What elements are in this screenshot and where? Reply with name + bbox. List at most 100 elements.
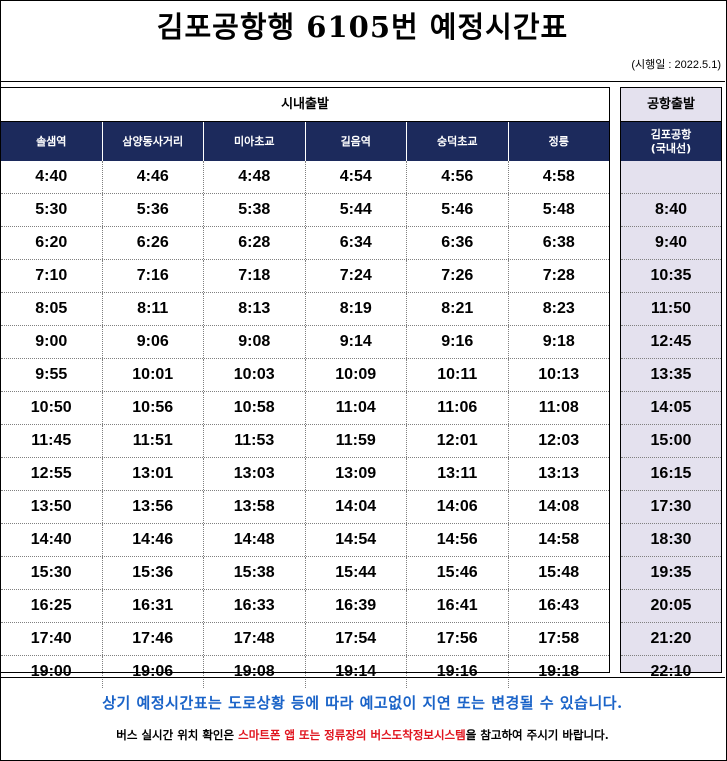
time-cell: 9:00 [1, 326, 103, 358]
table-row: 20:05 [621, 590, 721, 623]
city-table-body: 4:40 4:46 4:48 4:54 4:56 4:58 5:30 5:36 5:38 5:44… [1, 161, 609, 688]
time-cell: 7:28 [542, 267, 575, 284]
table-row: 10:35 [621, 260, 721, 293]
time-cell: 7:10 [1, 260, 103, 292]
table-row: 11:45 11:51 11:53 11:59 12:01 12:03 [1, 425, 609, 458]
time-cell: 15:30 [1, 557, 103, 589]
time-cell: 13:56 [103, 491, 204, 523]
table-row: 14:40 14:46 14:48 14:54 14:56 14:58 [1, 524, 609, 557]
time-cell: 10:03 [204, 359, 306, 391]
time-cell: 17:54 [306, 623, 407, 655]
table-row: 19:00 19:06 19:08 19:14 19:16 19:18 [1, 656, 609, 688]
time-cell: 14:58 [538, 531, 580, 548]
time-cell: 21:20 [650, 630, 692, 647]
time-cell: 13:03 [204, 458, 306, 490]
time-cell: 13:58 [204, 491, 306, 523]
time-cell: 17:46 [103, 623, 204, 655]
notice-realtime-prefix: 버스 실시간 위치 확인은 [116, 728, 239, 742]
time-cell: 15:44 [306, 557, 407, 589]
time-cell: 14:05 [650, 399, 692, 416]
table-row: 9:55 10:01 10:03 10:09 10:11 10:13 [1, 359, 609, 392]
column-header-line1: 김포공항 [650, 127, 692, 141]
time-cell: 4:48 [204, 161, 306, 193]
time-cell: 17:56 [407, 623, 509, 655]
time-cell: 9:06 [103, 326, 204, 358]
table-row: 21:20 [621, 623, 721, 656]
time-cell: 9:08 [204, 326, 306, 358]
notice-realtime-highlight: 스마트폰 앱 또는 정류장의 버스도착정보시스템 [238, 728, 466, 742]
page-title: 김포공항행 6105번 예정시간표 [156, 10, 569, 44]
time-cell: 13:35 [650, 366, 692, 383]
column-header-line2: (국내선) [650, 141, 692, 155]
time-cell: 11:53 [204, 425, 306, 457]
time-cell: 13:50 [1, 491, 103, 523]
time-cell: 10:35 [650, 267, 692, 284]
time-cell: 10:56 [103, 392, 204, 424]
time-cell: 16:33 [204, 590, 306, 622]
column-header-stop: 길음역 [306, 122, 407, 161]
time-cell: 14:54 [306, 524, 407, 556]
table-row: 16:15 [621, 458, 721, 491]
time-cell: 10:13 [538, 366, 580, 383]
table-row: 17:40 17:46 17:48 17:54 17:56 17:58 [1, 623, 609, 656]
time-cell: 5:36 [103, 194, 204, 226]
time-cell: 15:38 [204, 557, 306, 589]
time-cell: 4:56 [407, 161, 509, 193]
time-cell: 16:43 [538, 597, 580, 614]
time-cell: 19:35 [650, 564, 692, 581]
time-cell: 15:00 [650, 432, 692, 449]
time-cell: 5:30 [1, 194, 103, 226]
time-cell: 20:05 [650, 597, 692, 614]
table-row: 10:50 10:56 10:58 11:04 11:06 11:08 [1, 392, 609, 425]
time-cell: 8:11 [103, 293, 204, 325]
time-cell: 6:38 [542, 234, 575, 251]
time-cell: 19:08 [204, 656, 306, 688]
time-cell: 11:06 [407, 392, 509, 424]
time-cell: 4:58 [542, 168, 575, 185]
time-cell: 9:40 [654, 234, 688, 251]
time-cell: 6:20 [1, 227, 103, 259]
column-header-stop: 정릉 [548, 134, 569, 148]
notice-delay: 상기 예정시간표는 도로상황 등에 따라 예고없이 지연 또는 변경될 수 있습… [102, 694, 623, 712]
time-cell: 6:26 [103, 227, 204, 259]
city-departure-table: 시내출발 솔샘역 삼양동사거리 미아초교 길음역 숭덕초교 정릉 4:40 4:46 4:48… [0, 87, 610, 688]
table-row: 4:40 4:46 4:48 4:54 4:56 4:58 [1, 161, 609, 194]
time-cell: 5:44 [306, 194, 407, 226]
time-cell: 8:40 [654, 201, 688, 218]
time-cell: 14:08 [538, 498, 580, 515]
time-cell: 13:09 [306, 458, 407, 490]
time-cell: 12:45 [650, 333, 692, 350]
time-cell: 7:24 [306, 260, 407, 292]
time-cell: 10:01 [103, 359, 204, 391]
time-cell: 19:18 [538, 663, 580, 680]
time-cell: 9:14 [306, 326, 407, 358]
time-cell: 8:21 [407, 293, 509, 325]
time-cell: 16:39 [306, 590, 407, 622]
time-cell: 13:01 [103, 458, 204, 490]
time-cell: 17:58 [538, 630, 580, 647]
column-header-stop: 숭덕초교 [407, 122, 509, 161]
time-cell: 13:13 [538, 465, 580, 482]
time-cell: 19:06 [103, 656, 204, 688]
time-cell: 14:46 [103, 524, 204, 556]
table-row: 12:55 13:01 13:03 13:09 13:11 13:13 [1, 458, 609, 491]
city-departure-header: 시내출발 [1, 88, 609, 122]
time-cell: 19:14 [306, 656, 407, 688]
column-header-gimpo-airport: 김포공항 (국내선) [621, 122, 721, 161]
time-cell: 6:34 [306, 227, 407, 259]
time-cell: 4:40 [1, 161, 103, 193]
time-cell: 9:16 [407, 326, 509, 358]
time-cell: 4:54 [306, 161, 407, 193]
column-header-stop: 솔샘역 [1, 122, 103, 161]
time-cell: 8:13 [204, 293, 306, 325]
time-cell: 16:41 [407, 590, 509, 622]
time-cell: 5:38 [204, 194, 306, 226]
time-cell: 12:03 [538, 432, 580, 449]
time-cell: 10:11 [407, 359, 509, 391]
time-cell: 11:04 [306, 392, 407, 424]
table-row [621, 161, 721, 194]
table-row: 18:30 [621, 524, 721, 557]
time-cell: 15:48 [538, 564, 580, 581]
time-cell: 16:25 [1, 590, 103, 622]
table-row: 6:20 6:26 6:28 6:34 6:36 6:38 [1, 227, 609, 260]
